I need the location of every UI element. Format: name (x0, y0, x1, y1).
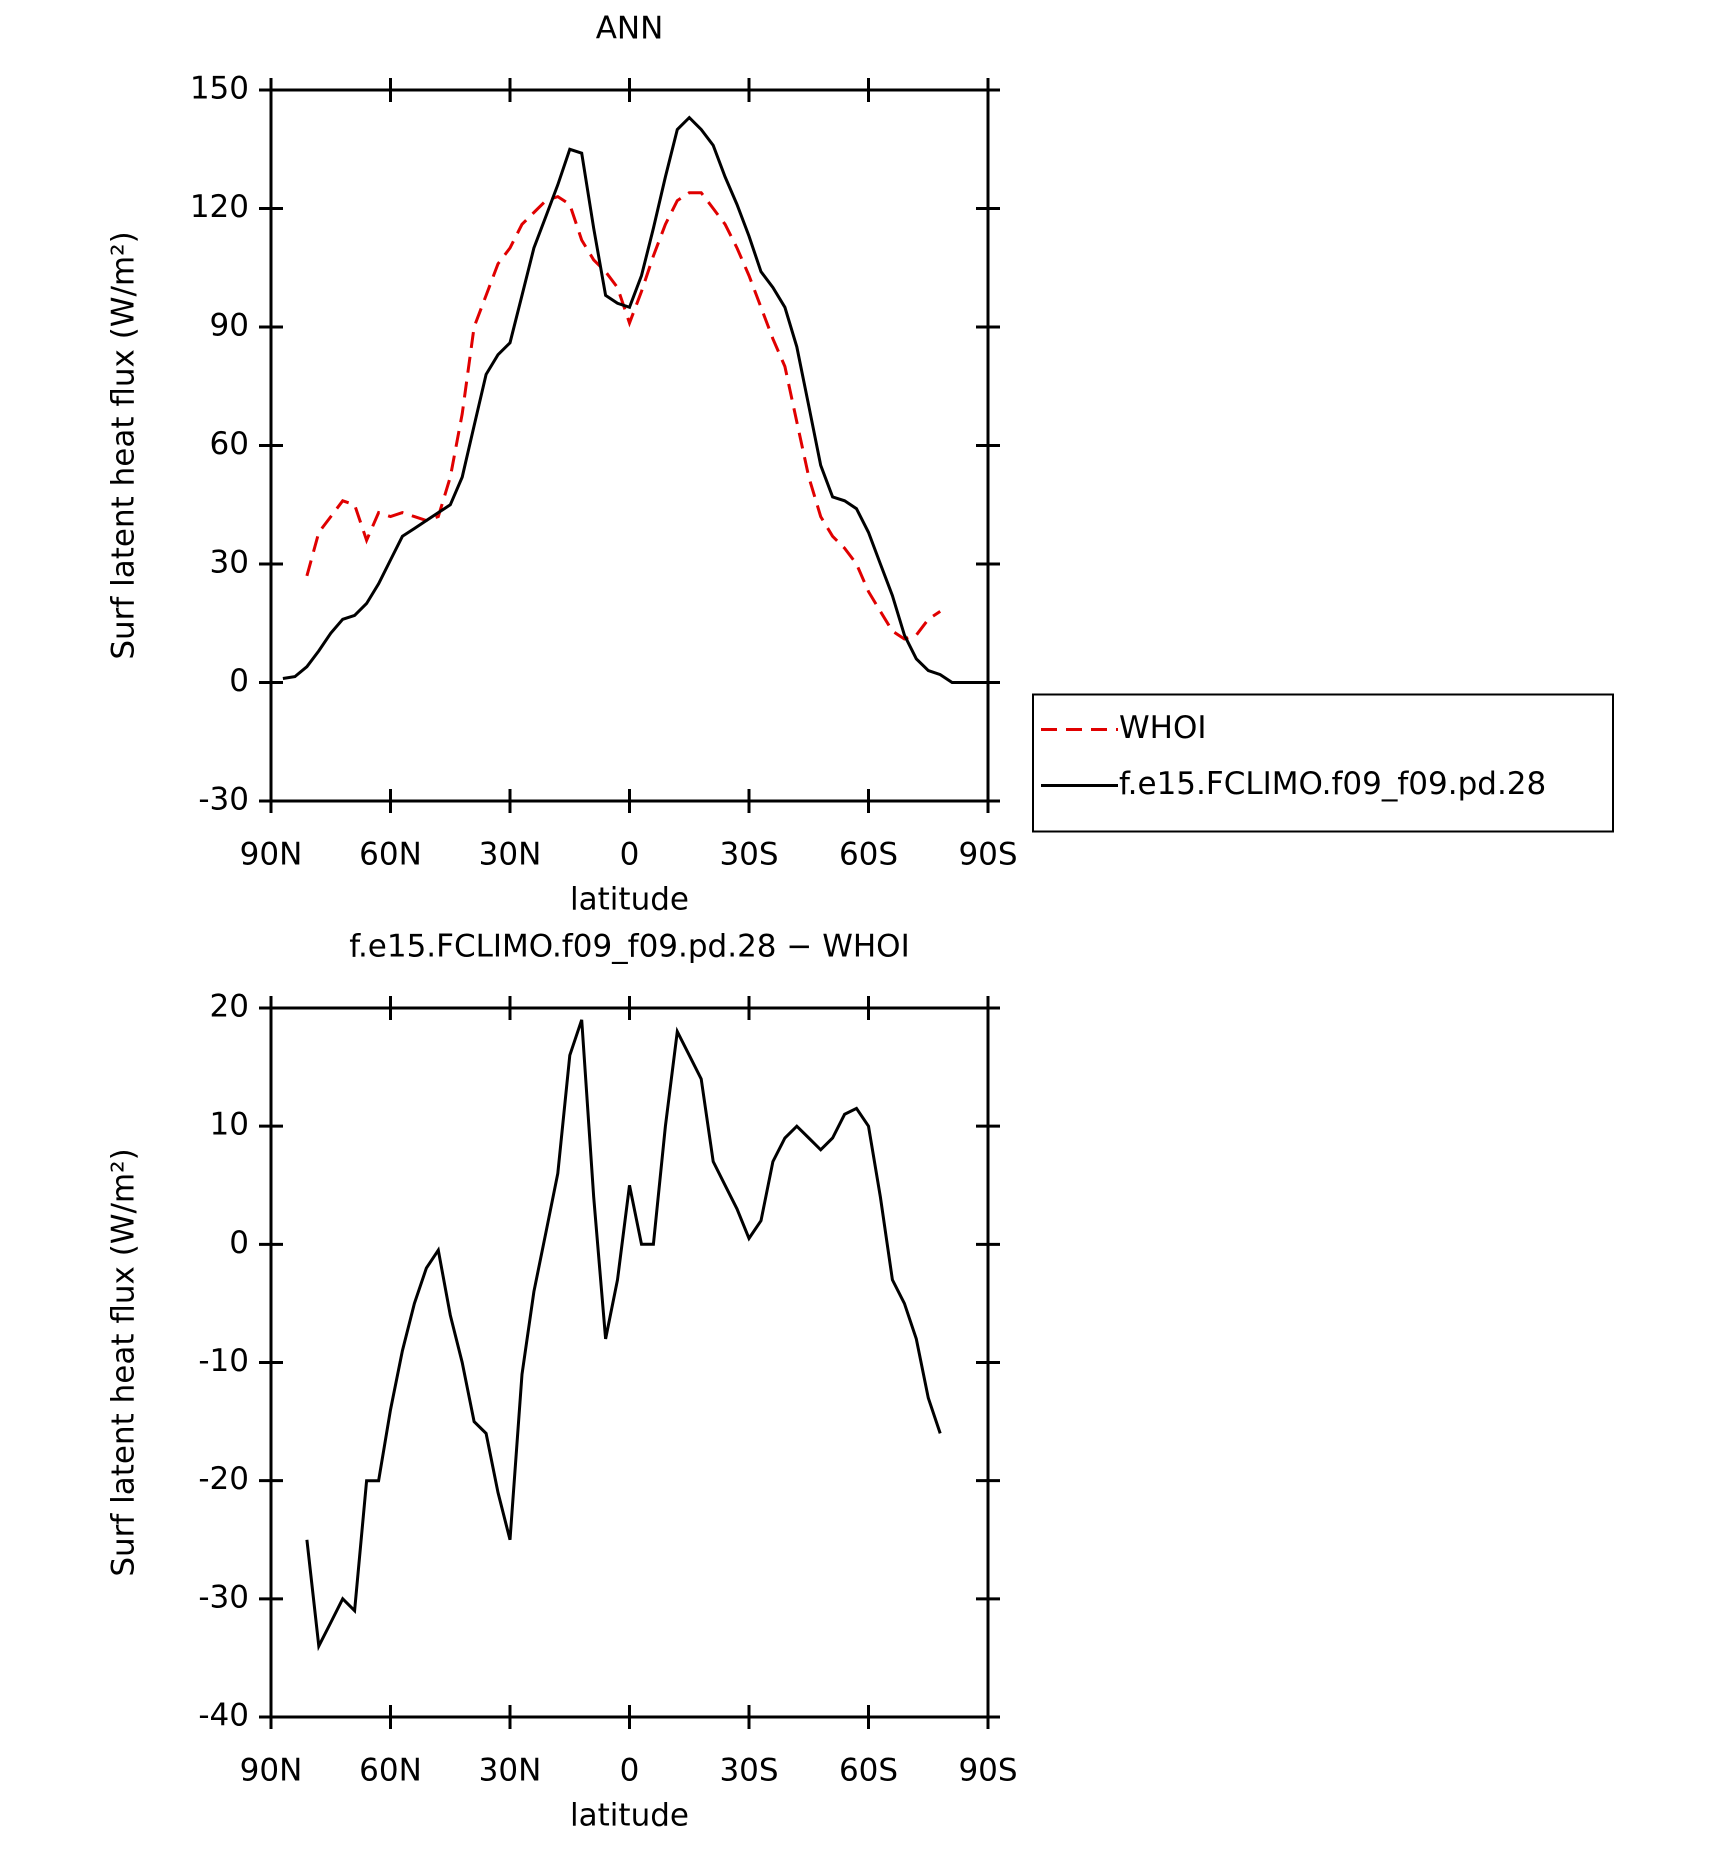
x-tick-label: 30N (479, 1753, 542, 1789)
y-tick-label: -10 (198, 1343, 249, 1379)
x-tick-label: 90S (958, 837, 1017, 873)
y-tick-label: 150 (190, 71, 249, 107)
y-tick-label: -30 (198, 782, 249, 818)
x-tick-label: 0 (620, 837, 640, 873)
x-tick-label: 90N (240, 1753, 303, 1789)
x-tick-label: 0 (620, 1753, 640, 1789)
x-tick-label: 30S (719, 837, 778, 873)
y-tick-label: -40 (198, 1698, 249, 1734)
x-tick-label: 60N (359, 837, 422, 873)
y-tick-label: 0 (229, 663, 249, 699)
plot-frame (269, 88, 990, 803)
y-tick-label: -30 (198, 1579, 249, 1615)
legend-box (1032, 693, 1614, 833)
y-tick-label: -20 (198, 1461, 249, 1497)
legend-label: f.e15.FCLIMO.f09_f09.pd.28 (1119, 766, 1546, 802)
y-tick-label: 120 (190, 189, 249, 225)
y-tick-label: 60 (210, 426, 249, 462)
chart-title: f.e15.FCLIMO.f09_f09.pd.28 − WHOI (349, 929, 909, 965)
data-line (305, 191, 942, 641)
x-axis-label: latitude (570, 1798, 689, 1834)
legend-label: WHOI (1119, 710, 1207, 746)
x-tick-label: 60S (839, 1753, 898, 1789)
data-line (305, 1019, 942, 1652)
y-tick-label: 0 (229, 1225, 249, 1261)
x-tick-label: 60S (839, 837, 898, 873)
x-tick-label: 30S (719, 1753, 778, 1789)
y-tick-label: 90 (210, 308, 249, 344)
data-line (282, 115, 976, 684)
x-tick-label: 30N (479, 837, 542, 873)
y-tick-label: 20 (210, 989, 249, 1025)
y-axis-label: Surf latent heat flux (W/m²) (106, 1148, 142, 1576)
plot-frame (269, 1006, 990, 1719)
chart-title: ANN (596, 11, 664, 47)
x-axis-label: latitude (570, 882, 689, 918)
x-tick-label: 90N (240, 837, 303, 873)
y-tick-label: 10 (210, 1107, 249, 1143)
x-tick-label: 60N (359, 1753, 422, 1789)
y-tick-label: 30 (210, 545, 249, 581)
y-axis-label: Surf latent heat flux (W/m²) (106, 231, 142, 659)
x-tick-label: 90S (958, 1753, 1017, 1789)
